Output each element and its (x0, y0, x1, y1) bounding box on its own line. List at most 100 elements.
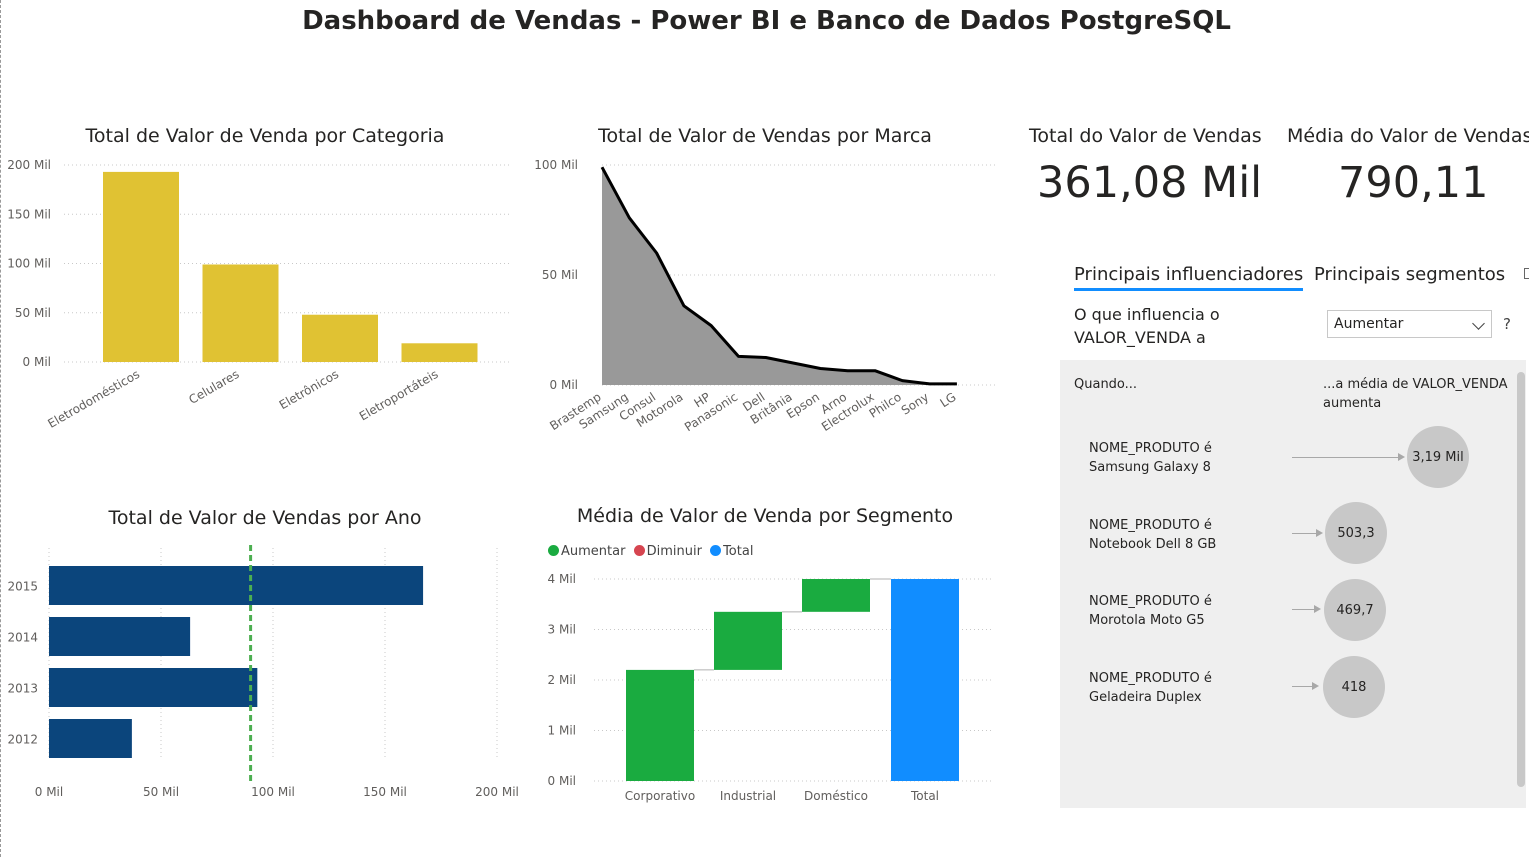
card-media-value: 790,11 (1338, 158, 1489, 208)
more-tabs-icon[interactable] (1524, 268, 1529, 279)
y-tick-label: 0 Mil (548, 774, 576, 788)
legend-dot (710, 545, 722, 556)
ki-item-line1: NOME_PRODUTO é (1089, 594, 1212, 609)
ki-bubble[interactable]: 469,7 (1324, 579, 1386, 641)
canvas-border (0, 0, 1, 857)
area-fill (602, 167, 957, 385)
bar (49, 668, 258, 707)
y-tick-label: 3 Mil (548, 623, 576, 637)
ki-item-line1: NOME_PRODUTO é (1089, 518, 1212, 533)
y-tick-label: 50 Mil (15, 306, 51, 320)
chart-title: Total de Valor de Venda por Categoria (85, 125, 445, 147)
y-tick-label: 0 Mil (23, 355, 51, 369)
arrow-right-icon (1312, 682, 1319, 690)
ki-item-line2: Morotola Moto G5 (1089, 613, 1205, 628)
y-tick-label: 100 Mil (7, 257, 51, 271)
ki-bubble[interactable]: 418 (1323, 656, 1385, 718)
x-tick-label: Sony (899, 390, 932, 418)
card-media-label: Média do Valor de Vendas (1287, 125, 1529, 147)
chart-segmento-plot: 0 Mil 1 Mil 2 Mil 3 Mil 4 Mil Corporativo Indu… (548, 572, 992, 803)
x-tick-label: Corporativo (625, 789, 695, 803)
scrollbar[interactable] (1517, 372, 1525, 787)
legend-label: Total (723, 544, 754, 559)
arrow-right-icon (1316, 529, 1323, 537)
ki-header-right: ...a média de VALOR_VENDA aumenta (1323, 375, 1508, 413)
bar (49, 566, 424, 605)
legend-item[interactable]: Total (710, 544, 753, 559)
tab-principais-segmentos[interactable]: Principais segmentos (1314, 264, 1506, 285)
x-tick-label: 50 Mil (143, 785, 179, 799)
y-tick-label: 200 Mil (7, 158, 51, 172)
ki-header-right-line2: aumenta (1323, 396, 1382, 411)
chart-legend: Aumentar Diminuir Total (548, 544, 757, 559)
help-icon[interactable]: ? (1503, 315, 1511, 333)
chart-ano-plot: 0 Mil 50 Mil 100 Mil 150 Mil 200 Mil 2015 2014… (7, 545, 519, 799)
legend-label: Aumentar (561, 544, 626, 559)
ki-item-label[interactable]: NOME_PRODUTO é Morotola Moto G5 (1089, 592, 1212, 630)
chart-categoria-plot: 0 Mil 50 Mil 100 Mil 150 Mil 200 Mil Eletrodo… (7, 158, 510, 431)
y-tick-label: 1 Mil (548, 724, 576, 738)
waterfall-bar (626, 669, 694, 781)
ki-results-panel (1060, 360, 1526, 808)
x-tick-label: Eletrodomésticos (45, 367, 142, 431)
ki-item-label[interactable]: NOME_PRODUTO é Notebook Dell 8 GB (1089, 516, 1216, 554)
y-tick-label: 2015 (7, 580, 38, 594)
y-tick-label: 0 Mil (550, 378, 578, 392)
ki-item-label[interactable]: NOME_PRODUTO é Samsung Galaxy 8 (1089, 439, 1212, 477)
ki-direction-select[interactable]: Aumentar (1327, 310, 1492, 338)
page-title: Dashboard de Vendas - Power BI e Banco d… (302, 6, 1231, 36)
y-tick-label: 2 Mil (548, 673, 576, 687)
arrow-right-icon (1398, 453, 1405, 461)
ki-connector (1292, 457, 1398, 458)
y-tick-label: 50 Mil (542, 268, 578, 282)
chart-segmento[interactable]: Média de Valor de Venda por Segmento 0 M… (530, 500, 1000, 810)
legend-dot (548, 545, 559, 556)
ki-item-line1: NOME_PRODUTO é (1089, 441, 1212, 456)
chart-marca[interactable]: Total de Valor de Vendas por Marca 0 Mil… (530, 120, 1000, 460)
ki-connector (1292, 609, 1315, 610)
ki-bubble[interactable]: 503,3 (1325, 502, 1387, 564)
x-tick-label: Doméstico (804, 789, 868, 803)
legend-dot (633, 545, 645, 556)
chart-title: Total de Valor de Vendas por Marca (598, 125, 932, 147)
arrow-right-icon (1314, 605, 1321, 613)
ki-connector (1292, 533, 1317, 534)
ki-select-value: Aumentar (1334, 316, 1404, 332)
ki-header-right-line1: ...a média de VALOR_VENDA (1323, 377, 1508, 392)
bar (49, 719, 132, 758)
chart-ano[interactable]: Total de Valor de Vendas por Ano 0 Mil 50… (0, 500, 530, 810)
x-tick-label: 0 Mil (35, 785, 63, 799)
card-total-value: 361,08 Mil (1037, 158, 1263, 208)
ki-item-line1: NOME_PRODUTO é (1089, 671, 1212, 686)
chart-title: Total de Valor de Vendas por Ano (108, 507, 422, 529)
legend-item[interactable]: Diminuir (633, 544, 702, 559)
x-tick-label: Total (910, 789, 939, 803)
bar (401, 343, 478, 362)
ki-bubble[interactable]: 3,19 Mil (1407, 426, 1469, 488)
bar (103, 171, 179, 362)
y-tick-label: 2014 (7, 631, 38, 645)
bar (302, 314, 378, 362)
ki-item-label[interactable]: NOME_PRODUTO é Geladeira Duplex (1089, 669, 1212, 707)
chart-categoria[interactable]: Total de Valor de Venda por Categoria 0 … (0, 120, 520, 450)
ki-question-line1: O que influencia o (1074, 305, 1220, 324)
x-tick-label: LG (938, 390, 959, 410)
chart-title: Média de Valor de Venda por Segmento (576, 505, 954, 527)
tab-principais-influenciadores[interactable]: Principais influenciadores (1074, 264, 1304, 291)
series-line (600, 166, 957, 386)
legend-item[interactable]: Aumentar (548, 544, 625, 559)
ki-item-line2: Notebook Dell 8 GB (1089, 537, 1217, 552)
ki-header-left: Quando... (1074, 377, 1138, 392)
x-tick-label: 150 Mil (363, 785, 407, 799)
x-tick-label: Celulares (186, 367, 241, 407)
waterfall-bar (714, 611, 782, 670)
x-tick-label: Eletroportáteis (357, 367, 441, 423)
ki-item-line2: Geladeira Duplex (1089, 690, 1202, 705)
y-tick-label: 100 Mil (534, 158, 578, 172)
x-tick-label: Panasonic (682, 390, 740, 434)
ki-question: O que influencia o VALOR_VENDA a (1074, 303, 1220, 349)
y-tick-label: 2013 (7, 682, 38, 696)
bar (49, 617, 191, 656)
x-tick-label: Industrial (720, 789, 776, 803)
x-tick-label: 100 Mil (251, 785, 295, 799)
